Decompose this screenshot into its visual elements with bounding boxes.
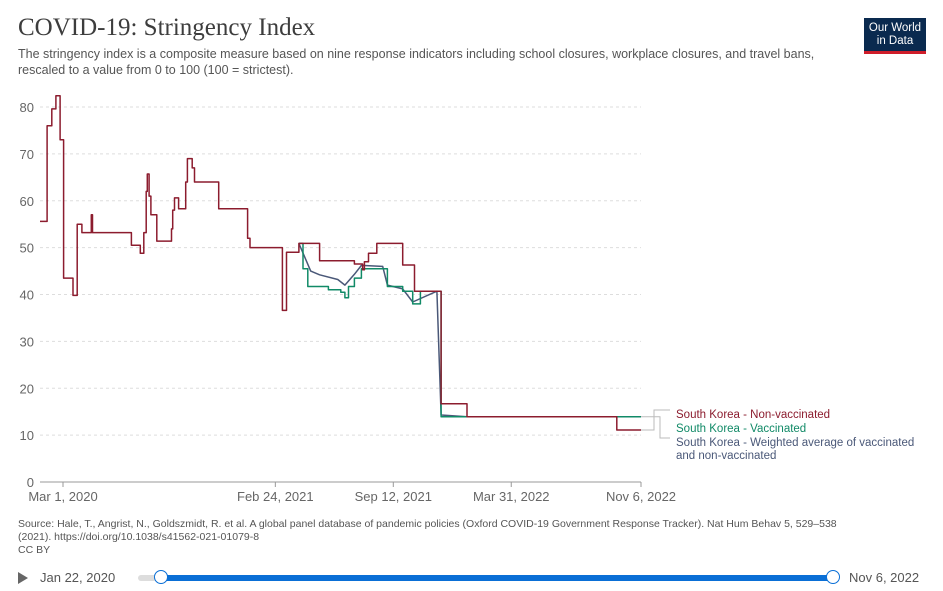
timeline-start-label: Jan 22, 2020	[40, 570, 116, 585]
y-tick-label: 30	[20, 334, 34, 349]
y-tick-label: 60	[20, 194, 34, 209]
timeline-end-handle[interactable]	[826, 570, 840, 584]
legend-non-vaccinated: South Korea - Non-vaccinated	[676, 409, 830, 421]
x-tick-label: Mar 1, 2020	[28, 489, 97, 504]
series-lines	[40, 95, 641, 431]
timeline-selected-range[interactable]	[160, 575, 833, 581]
y-axis-tick-labels: 0 10 20 30 40 50 60 70 80	[20, 100, 34, 490]
y-tick-label: 40	[20, 288, 34, 303]
y-tick-label: 80	[20, 100, 34, 115]
legend-connector	[641, 409, 670, 431]
legend: South Korea - Non-vaccinated South Korea …	[641, 409, 914, 462]
legend-weighted-average: South Korea - Weighted average of vaccin…	[676, 437, 914, 449]
chart-title: COVID-19: Stringency Index	[18, 14, 316, 41]
y-tick-label: 70	[20, 147, 34, 162]
gridlines	[40, 106, 641, 483]
series-line-vaccinated	[298, 242, 641, 418]
source-line-2: (2021). https://doi.org/10.1038/s41562-0…	[18, 531, 260, 543]
x-tick-label: Mar 31, 2022	[473, 489, 550, 504]
logo-line-1: Our World	[868, 22, 922, 34]
legend-vaccinated: South Korea - Vaccinated	[676, 423, 806, 435]
legend-connector	[641, 416, 670, 439]
series-line-non-vaccinated	[40, 95, 641, 431]
timeline: Jan 22, 2020 Nov 6, 2022	[18, 568, 928, 588]
x-tick-label: Sep 12, 2021	[355, 489, 432, 504]
logo-line-2: in Data	[876, 35, 914, 47]
timeline-end-label: Nov 6, 2022	[849, 570, 920, 585]
source-line-1: Source: Hale, T., Angrist, N., Goldszmid…	[18, 518, 837, 530]
x-tick-label: Feb 24, 2021	[237, 489, 314, 504]
y-tick-label: 10	[20, 428, 34, 443]
y-tick-label: 20	[20, 381, 34, 396]
timeline-start-handle[interactable]	[154, 570, 168, 584]
y-tick-label: 0	[27, 475, 34, 490]
play-icon[interactable]	[18, 572, 28, 584]
line-chart: 0 10 20 30 40 50 60 70 80 Mar 1, 2020 Feb 24, 202…	[20, 95, 914, 504]
owid-logo[interactable]: Our World in Data	[864, 18, 926, 54]
legend-weighted-average-cont: and non-vaccinated	[676, 450, 776, 462]
chart-subtitle: The stringency index is a composite meas…	[18, 47, 815, 77]
license-label: CC BY	[18, 544, 51, 556]
source-note: Source: Hale, T., Angrist, N., Goldszmid…	[18, 518, 898, 557]
series-line-weighted-average	[298, 243, 468, 418]
x-tick-label: Nov 6, 2022	[606, 489, 676, 504]
y-tick-label: 50	[20, 241, 34, 256]
x-axis: Mar 1, 2020 Feb 24, 2021 Sep 12, 2021 Mar 3…	[28, 482, 676, 504]
